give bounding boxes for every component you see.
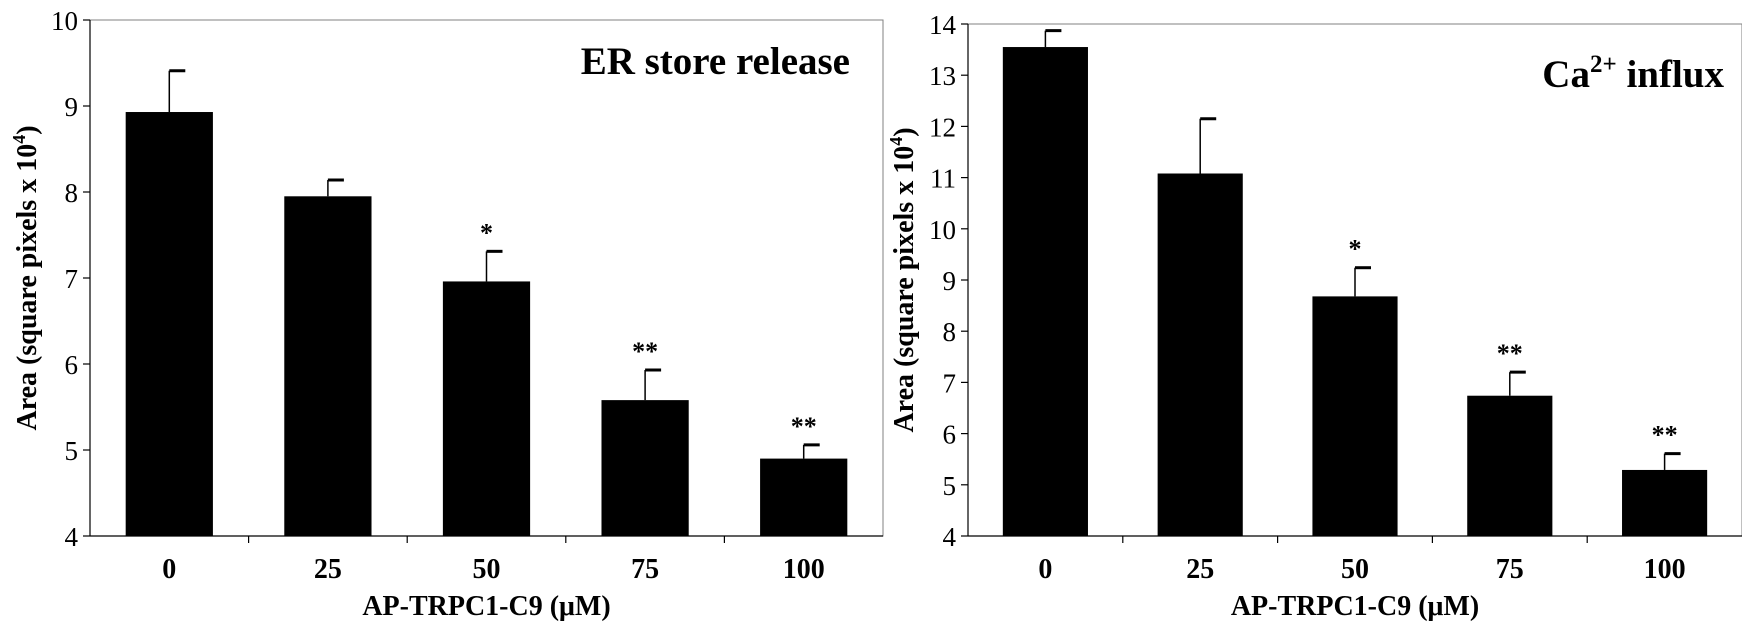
bar [1622, 469, 1708, 536]
bar [125, 112, 213, 537]
x-axis-title: AP-TRPC1-C9 (μM) [1231, 591, 1479, 622]
y-axis-title-superscript: 4 [886, 137, 906, 146]
chart-title-main: Ca [1542, 53, 1590, 96]
significance-mark: * [480, 218, 493, 247]
y-tick-label: 6 [65, 350, 79, 380]
bar [1002, 47, 1088, 536]
y-tick-label: 12 [929, 112, 956, 142]
significance-mark: ** [791, 412, 817, 441]
significance-mark: ** [1497, 339, 1523, 368]
x-tick-label: 75 [631, 554, 659, 585]
y-tick-label: 11 [930, 164, 956, 194]
y-tick-label: 13 [929, 61, 956, 91]
x-tick-label: 25 [1186, 554, 1214, 585]
y-tick-label: 5 [943, 471, 957, 501]
x-tick-label: 75 [1496, 554, 1524, 585]
significance-mark: ** [632, 337, 658, 366]
y-axis-title-end: ) [12, 125, 43, 134]
x-tick-label: 25 [314, 554, 342, 585]
y-tick-label: 7 [65, 264, 79, 294]
chart-panel-2: 4 5 6 7 8 9 10 11 12 13 14 0 25 * 50 ** 75 ** 100 AP-TRPC1-… [886, 10, 1742, 622]
y-tick-label: 10 [51, 6, 78, 36]
y-tick-label: 4 [943, 522, 957, 552]
y-axis-title-superscript: 4 [9, 135, 29, 144]
x-tick-label: 50 [1341, 554, 1369, 585]
y-axis-title-end: ) [889, 127, 920, 136]
bar [1312, 296, 1398, 536]
x-tick-label: 100 [1644, 554, 1686, 585]
chart-title: ER store release [581, 40, 850, 83]
chart-title-main: ER store release [581, 40, 850, 83]
x-axis-title: AP-TRPC1-C9 (μM) [362, 591, 610, 622]
y-tick-label: 9 [943, 266, 957, 296]
y-tick-label: 6 [943, 420, 957, 450]
chart-title-end: influx [1617, 53, 1725, 96]
x-tick-label: 50 [473, 554, 501, 585]
bar [1157, 173, 1243, 536]
bar [601, 400, 689, 536]
significance-mark: * [1349, 235, 1362, 264]
y-tick-label: 9 [65, 92, 79, 122]
bar [1467, 395, 1553, 536]
y-axis-title: Area (square pixels x 104) [886, 127, 920, 432]
y-tick-label: 5 [65, 436, 79, 466]
y-axis-title-main: Area (square pixels x 10 [12, 144, 43, 431]
bar [442, 281, 531, 536]
y-tick-label: 10 [929, 215, 956, 245]
y-tick-label: 7 [943, 368, 957, 398]
y-axis-title-main: Area (square pixels x 10 [889, 146, 920, 433]
chart-title-superscript: 2+ [1590, 51, 1617, 78]
y-tick-label: 4 [65, 522, 79, 552]
x-tick-label: 0 [1038, 554, 1052, 585]
significance-mark: ** [1652, 421, 1678, 450]
y-axis-title: Area (square pixels x 104) [9, 125, 43, 430]
bar [760, 458, 848, 536]
y-tick-label: 14 [929, 10, 957, 40]
x-tick-label: 0 [162, 554, 176, 585]
y-tick-label: 8 [65, 178, 79, 208]
x-tick-label: 100 [783, 554, 825, 585]
chart-title: Ca2+ influx [1542, 51, 1724, 96]
y-tick-label: 8 [943, 317, 957, 347]
bar [284, 196, 372, 537]
